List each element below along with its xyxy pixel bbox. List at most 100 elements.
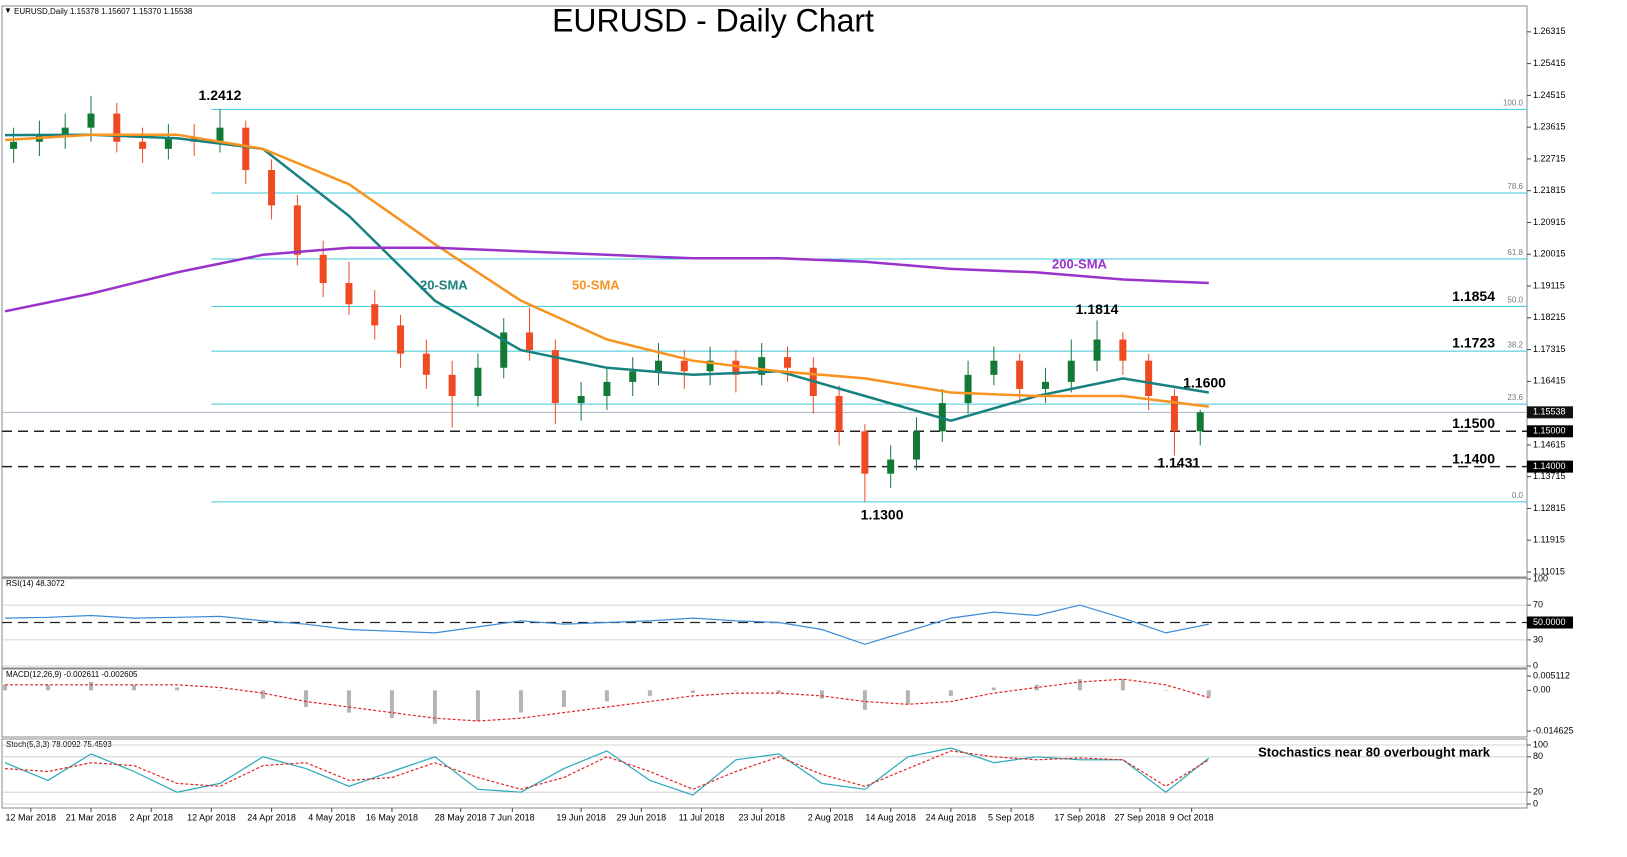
candle-body (164, 138, 172, 149)
stoch-panel (1, 738, 1528, 809)
macd-bar (819, 690, 824, 699)
x-tick-label: 21 Mar 2018 (66, 812, 117, 822)
candle-body (551, 350, 559, 404)
macd-bar (217, 690, 222, 691)
candle-body (87, 113, 95, 128)
series-label: 50-SMA (572, 277, 620, 292)
x-tick-label: 11 Jul 2018 (679, 812, 725, 822)
x-tick-label: 23 Jul 2018 (738, 812, 785, 822)
candle-body (1145, 360, 1153, 397)
y-tick-label: 0.005112 (1533, 670, 1570, 680)
candle-body (526, 332, 534, 351)
price-annotation: 1.1723 (1452, 334, 1495, 350)
y-tick-label: -0.014625 (1533, 725, 1574, 735)
y-tick-label: 1.18215 (1533, 312, 1566, 322)
candle-body (706, 360, 714, 372)
macd-bar (260, 690, 265, 699)
candle-body (758, 357, 766, 375)
macd-bar (3, 684, 7, 691)
price-annotation: 1.2412 (199, 87, 242, 103)
candle-body (268, 170, 276, 206)
candle-body (1196, 412, 1204, 432)
macd-bar (1206, 690, 1211, 698)
panel-label: RSI(14) 48.3072 (6, 579, 65, 588)
macd-bar (174, 687, 179, 691)
candle-body (319, 254, 327, 284)
y-tick-label: 0.00 (1533, 685, 1551, 695)
candle-body (990, 360, 998, 375)
x-tick-label: 27 Sep 2018 (1115, 812, 1166, 822)
macd-panel (1, 668, 1528, 738)
y-tick-label: 1.24515 (1533, 90, 1566, 100)
y-tick-label: 1.23615 (1533, 122, 1566, 132)
series-line (4, 750, 1210, 790)
macd-bar (905, 690, 910, 705)
macd-bar (690, 690, 695, 694)
y-tick-label: 1.11015 (1533, 566, 1565, 576)
level-label: 1.1500 (1452, 415, 1495, 431)
candle-body (887, 459, 895, 474)
x-tick-label: 19 Jun 2018 (556, 812, 606, 822)
fib-label: 38.2 (1507, 340, 1523, 349)
macd-bar (303, 690, 308, 708)
panel-label: MACD(12,26,9) -0.002611 -0.002605 (6, 670, 138, 679)
candle-body (964, 374, 972, 404)
x-tick-label: 4 May 2018 (308, 812, 355, 822)
x-tick-label: 29 Jun 2018 (617, 812, 667, 822)
candle-body (1016, 360, 1024, 389)
y-tick-label: 1.17315 (1533, 344, 1566, 354)
y-tick-label: 1.12815 (1533, 503, 1566, 513)
candle-body (912, 431, 920, 460)
candle-body (61, 127, 69, 135)
fib-label: 100.0 (1503, 98, 1524, 107)
menu-arrow: ▼ (4, 6, 12, 15)
x-tick-label: 2 Aug 2018 (808, 812, 854, 822)
fib-label: 50.0 (1507, 295, 1523, 304)
price-annotation: 1.1300 (861, 507, 904, 523)
fib-label: 61.8 (1507, 248, 1523, 257)
macd-bar (1077, 679, 1082, 691)
x-tick-label: 12 Apr 2018 (187, 812, 236, 822)
y-tick-label: 100 (1533, 573, 1548, 583)
series-label: 20-SMA (420, 277, 468, 292)
macd-bar (346, 690, 351, 713)
candle-body (655, 360, 663, 372)
candle-body (422, 353, 430, 375)
x-tick-label: 5 Sep 2018 (988, 812, 1034, 822)
candle-body (474, 367, 482, 397)
y-tick-label: 1.20015 (1533, 249, 1566, 259)
x-tick-label: 14 Aug 2018 (865, 812, 916, 822)
series-label: 200-SMA (1052, 256, 1108, 271)
annotation: Stochastics near 80 overbought mark (1258, 744, 1491, 759)
macd-bar (1120, 679, 1125, 691)
macd-bar (45, 684, 50, 691)
candle-body (397, 325, 405, 354)
series-line (4, 747, 1210, 796)
y-tick-label: 30 (1533, 634, 1543, 644)
macd-bar (604, 690, 609, 702)
candle-body (10, 141, 18, 149)
fib-label: 78.6 (1507, 182, 1523, 191)
y-tick-label: 1.20915 (1533, 217, 1566, 227)
candle-body (603, 381, 611, 397)
macd-bar (647, 690, 652, 696)
candle-body (242, 127, 250, 171)
y-tick-label: 1.13715 (1533, 471, 1566, 481)
y-tick-label: 70 (1533, 599, 1543, 609)
x-tick-label: 9 Oct 2018 (1170, 812, 1214, 822)
x-tick-label: 17 Sep 2018 (1054, 812, 1105, 822)
candle-body (293, 205, 301, 255)
series-line (4, 246, 1209, 313)
series-line (4, 133, 1210, 423)
x-tick-label: 28 May 2018 (435, 812, 487, 822)
y-tick-label: 20 (1533, 787, 1543, 797)
candle-body (1093, 339, 1101, 361)
candle-body (113, 113, 121, 142)
y-tick-label: 1.22715 (1533, 153, 1566, 163)
y-tick-label: 100 (1533, 739, 1548, 749)
axis-box-label: 1.15000 (1533, 426, 1566, 436)
axis-box-label: 50.0000 (1533, 617, 1566, 627)
axis-box (1527, 425, 1573, 438)
level-label: 1.1400 (1452, 450, 1495, 466)
